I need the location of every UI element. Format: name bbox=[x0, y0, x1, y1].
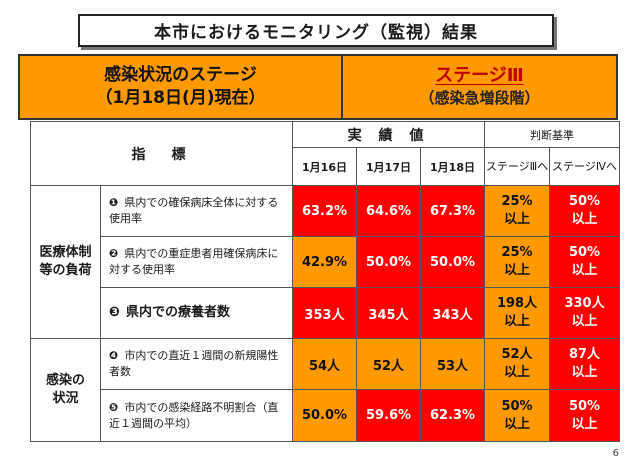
threshold-stage4: 50% 以上 bbox=[549, 236, 621, 288]
banner-status-line2: （1月18日(月)現在） bbox=[95, 88, 266, 108]
header-stage3: ステージⅢへ bbox=[484, 147, 551, 186]
threshold-value: 50% bbox=[568, 194, 601, 209]
threshold-stage4: 87人以上 bbox=[549, 338, 621, 390]
value-cell: 42.9% bbox=[292, 236, 357, 288]
category-infection-line1: 感染の bbox=[45, 373, 85, 388]
header-date-1: 1月16日 bbox=[292, 147, 357, 186]
table-row: 医療体制 等の負荷 ❶ 県内での確保病床全体に対する使用率 63.2% 64.6%… bbox=[30, 185, 621, 339]
table-row: ❸ 県内での療養者数 353人 345人 343人 198人以上 330人以上 bbox=[31, 287, 621, 339]
indicator-5: ❺ 市内での感染経路不明割合（直近１週間の平均） bbox=[100, 389, 293, 442]
value-cell: 343人 bbox=[419, 287, 486, 339]
threshold-value: 25% bbox=[501, 245, 533, 260]
indicator-number: ❶ bbox=[109, 196, 119, 209]
value-cell: 52人 bbox=[356, 338, 421, 390]
threshold-stage3: 25% 以上 bbox=[484, 236, 551, 288]
header-actual: 実 績 値 bbox=[291, 121, 486, 148]
indicator-4: ❹ 市内での直近１週間の新規陽性者数 bbox=[100, 338, 293, 390]
value-cell: 63.2% bbox=[292, 185, 357, 237]
threshold-value: 87人 bbox=[568, 347, 601, 362]
category-infection: 感染の 状況 bbox=[30, 338, 101, 442]
monitoring-table: 指 標 実 績 値 判断基準 1月16日 1月17日 1月18日 ステージⅢへ … bbox=[30, 121, 621, 442]
indicator-2: ❷ 県内での重症患者用確保病床に対する使用率 bbox=[100, 236, 293, 288]
table-row: 感染の 状況 ❹ 市内での直近１週間の新規陽性者数 54人 52人 53人 52人… bbox=[30, 338, 621, 442]
table-row: ❷ 県内での重症患者用確保病床に対する使用率 42.9% 50.0% 50.0% … bbox=[31, 236, 621, 288]
threshold-suffix: 以上 bbox=[504, 314, 531, 329]
threshold-stage3: 50% 以上 bbox=[484, 389, 551, 442]
indicator-number: ❺ bbox=[109, 400, 119, 414]
indicator-label: 県内での確保病床全体に対する使用率 bbox=[109, 196, 279, 225]
category-infection-line2: 状況 bbox=[52, 391, 79, 406]
indicator-label: 市内での感染経路不明割合（直近１週間の平均） bbox=[109, 400, 279, 430]
value-cell: 50.0% bbox=[356, 236, 421, 288]
value-cell: 353人 bbox=[292, 287, 357, 339]
indicator-1: ❶ 県内での確保病床全体に対する使用率 bbox=[100, 185, 293, 237]
threshold-suffix: 以上 bbox=[571, 314, 598, 329]
header-date-3: 1月18日 bbox=[419, 147, 486, 186]
value-cell: 54人 bbox=[292, 338, 357, 390]
value-cell: 345人 bbox=[356, 287, 421, 339]
threshold-value: 50% bbox=[568, 398, 601, 414]
stage-subtitle: （感染急増段階） bbox=[419, 89, 540, 107]
threshold-stage4: 330人以上 bbox=[549, 287, 621, 339]
threshold-stage3: 52人以上 bbox=[484, 338, 551, 390]
threshold-value: 52人 bbox=[501, 347, 533, 362]
value-cell: 62.3% bbox=[419, 389, 486, 442]
indicator-3: ❸ 県内での療養者数 bbox=[100, 287, 293, 339]
header-indicator: 指 標 bbox=[30, 121, 293, 186]
indicator-label: 県内での療養者数 bbox=[126, 305, 231, 320]
threshold-value: 198人 bbox=[496, 296, 538, 311]
category-medical-line1: 医療体制 bbox=[39, 245, 92, 260]
indicator-number: ❹ bbox=[109, 349, 119, 362]
value-cell: 67.3% bbox=[419, 185, 486, 237]
value-cell: 53人 bbox=[419, 338, 486, 390]
threshold-value: 50% bbox=[568, 245, 601, 260]
category-medical-line2: 等の負荷 bbox=[39, 263, 92, 278]
threshold-suffix: 以上 bbox=[571, 416, 598, 432]
threshold-stage4: 50% 以上 bbox=[549, 185, 621, 237]
threshold-suffix: 以上 bbox=[571, 365, 598, 380]
category-medical: 医療体制 等の負荷 bbox=[30, 185, 101, 339]
value-cell: 59.6% bbox=[356, 389, 421, 442]
header-criteria: 判断基準 bbox=[484, 121, 621, 148]
threshold-suffix: 以上 bbox=[571, 212, 598, 227]
threshold-suffix: 以上 bbox=[504, 263, 531, 278]
threshold-suffix: 以上 bbox=[504, 416, 531, 432]
indicator-number: ❷ bbox=[109, 247, 119, 260]
indicator-label: 市内での直近１週間の新規陽性者数 bbox=[109, 349, 279, 378]
table-row: ❺ 市内での感染経路不明割合（直近１週間の平均） 50.0% 59.6% 62.3… bbox=[31, 389, 621, 442]
value-cell: 64.6% bbox=[356, 185, 421, 237]
value-cell: 50.0% bbox=[419, 236, 486, 288]
page-number: 6 bbox=[612, 448, 619, 459]
banner-stage: ステージⅢ （感染急増段階） bbox=[343, 56, 616, 118]
threshold-stage3: 25% 以上 bbox=[484, 185, 551, 237]
value-cell: 50.0% bbox=[292, 389, 357, 442]
banner-status: 感染状況のステージ （1月18日(月)現在） bbox=[20, 56, 343, 118]
threshold-value: 330人 bbox=[564, 296, 605, 311]
page-title: 本市におけるモニタリング（監視）結果 bbox=[78, 14, 554, 47]
threshold-suffix: 以上 bbox=[504, 212, 531, 227]
threshold-suffix: 以上 bbox=[571, 263, 598, 278]
threshold-value: 50% bbox=[501, 398, 533, 414]
header-stage4: ステージⅣへ bbox=[549, 147, 621, 186]
stage-name: ステージⅢ bbox=[435, 65, 524, 86]
threshold-stage4: 50% 以上 bbox=[549, 389, 621, 442]
threshold-suffix: 以上 bbox=[504, 365, 531, 380]
threshold-value: 25% bbox=[501, 194, 533, 209]
banner-status-line1: 感染状況のステージ bbox=[104, 65, 257, 85]
indicator-number: ❸ bbox=[109, 305, 121, 320]
indicator-label: 県内での重症患者用確保病床に対する使用率 bbox=[109, 247, 279, 276]
header-date-2: 1月17日 bbox=[356, 147, 421, 186]
stage-banner: 感染状況のステージ （1月18日(月)現在） ステージⅢ （感染急増段階） bbox=[18, 54, 618, 120]
threshold-stage3: 198人以上 bbox=[484, 287, 551, 339]
